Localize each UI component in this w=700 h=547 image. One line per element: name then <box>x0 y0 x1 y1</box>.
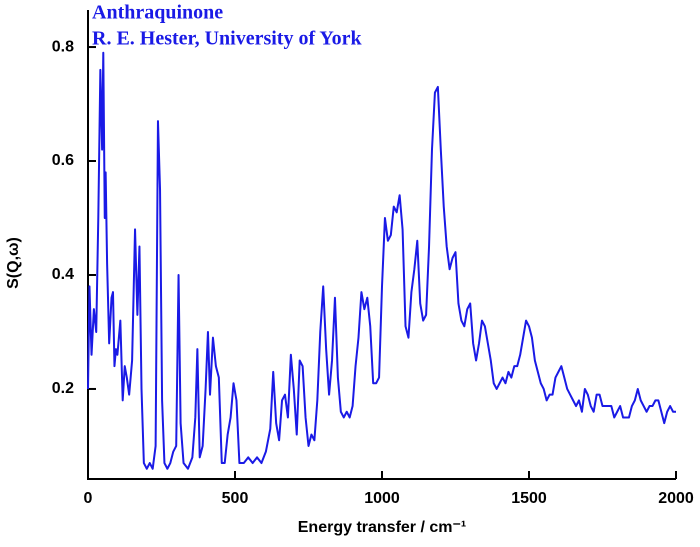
chart-title: Anthraquinone <box>92 2 223 24</box>
x-axis-label: Energy transfer / cm⁻¹ <box>298 519 467 536</box>
x-tick-label: 2000 <box>658 490 694 507</box>
data-line <box>87 51 676 470</box>
x-tick-label: 1000 <box>364 490 400 507</box>
y-axis-label: S(Q,ω) <box>5 237 22 289</box>
x-tick-label: 0 <box>84 490 93 507</box>
chart-subtitle: R. E. Hester, University of York <box>92 28 362 50</box>
y-tick-label: 0.6 <box>52 152 74 169</box>
y-tick-label: 0.4 <box>52 266 74 283</box>
y-tick-label: 0.8 <box>52 38 74 55</box>
x-tick-label: 1500 <box>511 490 547 507</box>
y-tick-label: 0.2 <box>52 380 74 397</box>
x-tick-label: 500 <box>222 490 249 507</box>
